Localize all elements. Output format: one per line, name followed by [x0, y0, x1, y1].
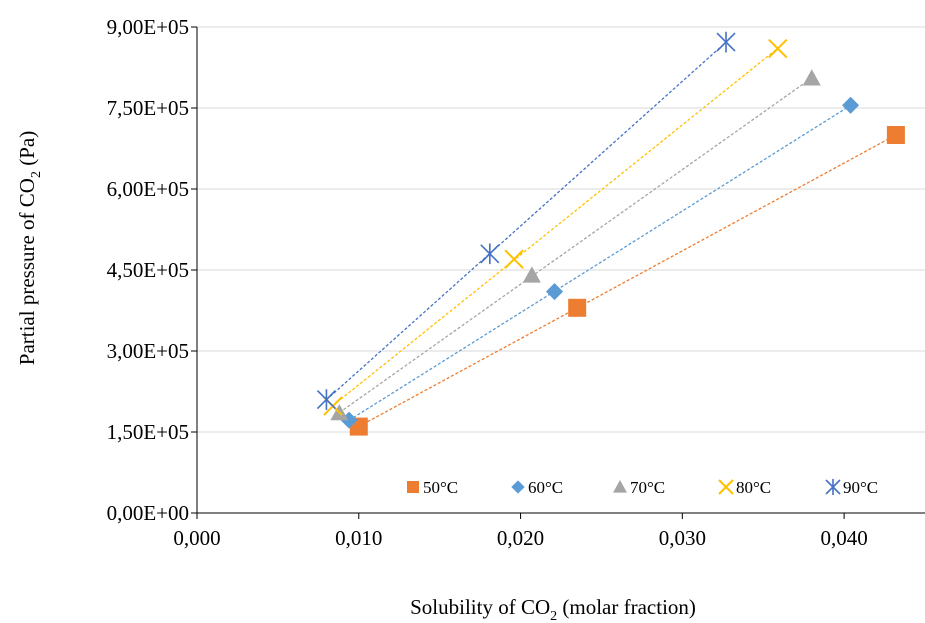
axes: [191, 26, 925, 519]
trendline: [332, 47, 779, 407]
legend-label: 90°C: [843, 478, 878, 497]
data-point-diamond: [545, 283, 564, 301]
gridlines: [197, 26, 925, 433]
trendline: [325, 41, 727, 401]
y-axis-title-main: Partial pressure of CO: [15, 178, 39, 365]
x-tick-label: 0,020: [497, 526, 544, 550]
legend-label: 50°C: [423, 478, 458, 497]
legend-label: 80°C: [736, 478, 771, 497]
trendline: [348, 104, 851, 421]
data-point-square: [886, 126, 905, 144]
y-tick-labels: 0,00E+00 1,50E+05 3,00E+05 4,50E+05 6,00E+05…: [107, 15, 189, 525]
legend-label: 70°C: [630, 478, 665, 497]
data-point-diamond: [842, 96, 860, 114]
y-tick-label: 4,50E+05: [107, 258, 189, 282]
trendline: [338, 77, 813, 414]
x-axis-title-sub: 2: [550, 609, 557, 623]
x-tick-label: 0,010: [335, 526, 382, 550]
x-tick-label: 0,030: [659, 526, 706, 550]
legend-label: 60°C: [528, 478, 563, 497]
data-points: [316, 31, 905, 436]
legend-marker: [613, 480, 627, 493]
y-axis-title: Partial pressure of CO2 (Pa): [15, 131, 44, 365]
x-axis-title-tail: (molar fraction): [557, 595, 696, 619]
x-stroke: [504, 249, 524, 269]
x-tick-label: 0,040: [820, 526, 867, 550]
x-axis-title-main: Solubility of CO: [410, 595, 550, 619]
legend-marker: [407, 481, 419, 493]
legend-marker: [718, 479, 734, 495]
data-point-triangle: [522, 266, 541, 283]
legend-marker: [511, 480, 525, 494]
trendlines: [325, 41, 897, 428]
trendline: [358, 134, 897, 428]
y-axis-title-tail: (Pa): [15, 131, 39, 171]
x-tick-labels: 0,000 0,010 0,020 0,030 0,040: [173, 526, 867, 550]
data-point-x: [768, 38, 788, 59]
data-point-star: [716, 31, 736, 53]
data-point-star: [316, 389, 336, 410]
y-tick-label: 1,50E+05: [107, 420, 189, 444]
x-stroke: [768, 38, 788, 59]
legend-marker: [825, 478, 841, 496]
y-tick-label: 3,00E+05: [107, 339, 189, 363]
legend: 50°C 60°C 70°C 80°C 90°C: [407, 478, 878, 497]
x-stroke: [718, 479, 734, 495]
x-tick-label: 0,000: [173, 526, 220, 550]
data-point-x: [504, 249, 524, 269]
data-point-square: [568, 298, 587, 317]
y-tick-label: 7,50E+05: [107, 96, 189, 120]
data-point-triangle: [802, 69, 821, 86]
y-tick-label: 6,00E+05: [107, 177, 189, 201]
y-tick-label: 9,00E+05: [107, 15, 189, 39]
x-axis-title: Solubility of CO2 (molar fraction): [410, 595, 696, 623]
data-point-star: [480, 243, 500, 265]
y-tick-label: 0,00E+00: [107, 501, 189, 525]
y-axis-title-sub: 2: [29, 171, 44, 178]
